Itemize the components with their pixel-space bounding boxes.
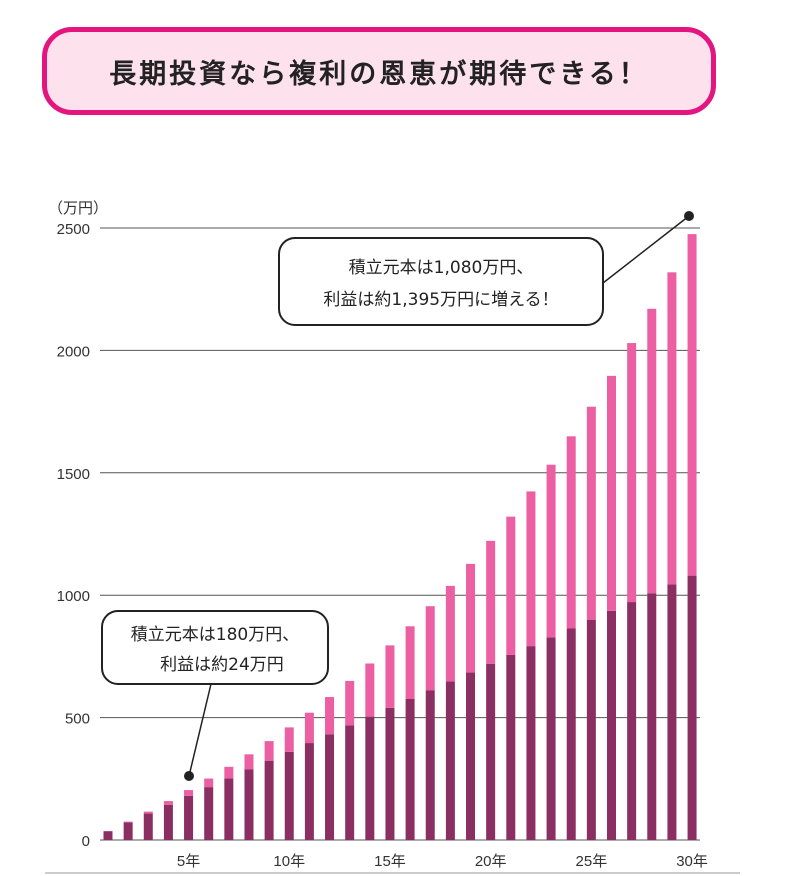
callout-leader-5 xyxy=(188,683,212,777)
profit-bar-year-18 xyxy=(445,585,455,682)
principal-bar-year-6 xyxy=(204,787,214,840)
callout-30-line1: 積立元本は1,080万円、 xyxy=(349,258,534,278)
x-tick-label: 20年 xyxy=(475,853,507,870)
principal-bar-year-18 xyxy=(445,681,455,840)
principal-bar-year-10 xyxy=(284,751,294,840)
principal-bar-year-26 xyxy=(607,610,616,840)
principal-bar-year-1 xyxy=(103,831,113,840)
principal-bar-year-11 xyxy=(304,743,314,840)
profit-bar-year-29 xyxy=(667,272,677,585)
x-tick-label: 25年 xyxy=(576,853,608,870)
callout-5-line1: 積立元本は180万円、 xyxy=(131,625,299,645)
y-unit-label: （万円） xyxy=(48,200,108,217)
profit-bar-year-4 xyxy=(163,801,173,805)
callout-5-line2: 利益は約24万円 xyxy=(160,655,284,675)
principal-bar-year-20 xyxy=(486,663,496,840)
principal-bar-year-25 xyxy=(586,619,596,840)
profit-bar-year-2 xyxy=(123,821,133,823)
profit-bar-year-19 xyxy=(466,563,476,673)
principal-bar-year-7 xyxy=(224,778,234,840)
y-tick-label: 1000 xyxy=(57,588,90,605)
principal-bar-year-12 xyxy=(325,734,335,840)
profit-bar-year-26 xyxy=(607,375,616,611)
profit-bar-year-30 xyxy=(687,234,697,576)
chart-title: 長期投資なら複利の恩恵が期待できる！ xyxy=(109,58,649,90)
principal-bar-year-19 xyxy=(466,672,476,840)
y-tick-label: 1500 xyxy=(57,466,90,483)
y-tick-label: 0 xyxy=(82,833,90,850)
principal-bar-year-29 xyxy=(667,584,677,840)
principal-bar-year-3 xyxy=(143,813,153,840)
principal-bar-year-17 xyxy=(425,690,435,840)
x-tick-label: 10年 xyxy=(273,853,305,870)
y-tick-label: 2000 xyxy=(57,343,90,360)
profit-bar-year-9 xyxy=(264,741,274,761)
profit-bar-year-12 xyxy=(325,697,335,735)
principal-bar-year-15 xyxy=(385,707,395,840)
principal-bar-year-9 xyxy=(264,760,274,840)
title-banner: 長期投資なら複利の恩恵が期待できる！ xyxy=(42,27,716,115)
profit-bar-year-17 xyxy=(425,606,435,691)
profit-bar-year-10 xyxy=(284,727,294,752)
callout-dot-30 xyxy=(684,211,694,221)
profit-bar-year-21 xyxy=(506,516,516,655)
x-tick-label: 15年 xyxy=(374,853,406,870)
principal-bar-year-23 xyxy=(546,637,556,840)
principal-bar-year-8 xyxy=(244,769,254,840)
profit-bar-year-15 xyxy=(385,645,395,708)
profit-bar-year-5 xyxy=(184,790,194,796)
profit-bar-year-25 xyxy=(586,406,596,620)
callout-leader-30 xyxy=(602,215,690,284)
profit-bar-year-8 xyxy=(244,754,254,770)
profit-bar-year-6 xyxy=(204,778,214,788)
callout-box-30 xyxy=(278,237,604,326)
callout-box-5 xyxy=(101,610,329,685)
profit-bar-year-16 xyxy=(405,626,415,699)
principal-bar-year-21 xyxy=(506,654,516,840)
profit-bar-year-22 xyxy=(526,491,536,647)
profit-bar-year-11 xyxy=(304,712,314,744)
y-tick-label: 2500 xyxy=(57,221,90,238)
x-tick-label: 5年 xyxy=(177,853,200,870)
principal-bar-year-22 xyxy=(526,646,536,840)
callout-dot-5 xyxy=(184,771,194,781)
principal-bar-year-14 xyxy=(365,716,375,840)
profit-bar-year-24 xyxy=(566,436,576,629)
y-tick-label: 500 xyxy=(65,711,90,728)
callout-30-line2: 利益は約1,395万円に増える！ xyxy=(323,290,558,310)
profit-bar-year-14 xyxy=(365,663,375,717)
principal-bar-year-5 xyxy=(184,795,194,840)
profit-bar-year-28 xyxy=(647,308,657,594)
profit-bar-year-13 xyxy=(345,680,355,726)
profit-bar-year-27 xyxy=(627,343,637,603)
principal-bar-year-4 xyxy=(163,804,173,840)
profit-bar-year-23 xyxy=(546,464,556,638)
principal-bar-year-27 xyxy=(627,602,637,840)
profit-bar-year-3 xyxy=(143,811,153,814)
principal-bar-year-24 xyxy=(566,628,576,840)
x-tick-label: 30年 xyxy=(676,853,708,870)
profit-bar-year-7 xyxy=(224,766,234,779)
profit-bar-year-20 xyxy=(486,540,496,664)
principal-bar-year-13 xyxy=(345,725,355,840)
principal-bar-year-30 xyxy=(687,575,697,840)
principal-bar-year-28 xyxy=(647,593,657,840)
principal-bar-year-2 xyxy=(123,822,133,840)
principal-bar-year-16 xyxy=(405,698,415,840)
